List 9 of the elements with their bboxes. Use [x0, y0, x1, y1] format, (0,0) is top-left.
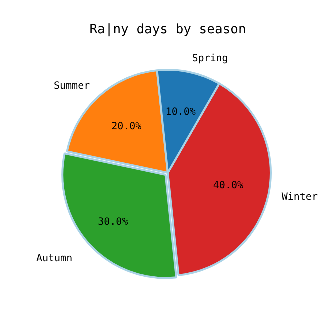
data-label: 40.0%: [213, 180, 244, 192]
chart-title: Ra|ny days by season: [90, 22, 246, 38]
data-label: 10.0%: [166, 107, 196, 118]
slice-label: Summer: [54, 81, 90, 92]
slice-label: Autumn: [36, 254, 73, 265]
slice-label: Spring: [192, 54, 228, 65]
data-label: 30.0%: [98, 216, 128, 228]
data-label: 20.0%: [112, 122, 142, 133]
slice-label: Winter: [282, 192, 318, 203]
